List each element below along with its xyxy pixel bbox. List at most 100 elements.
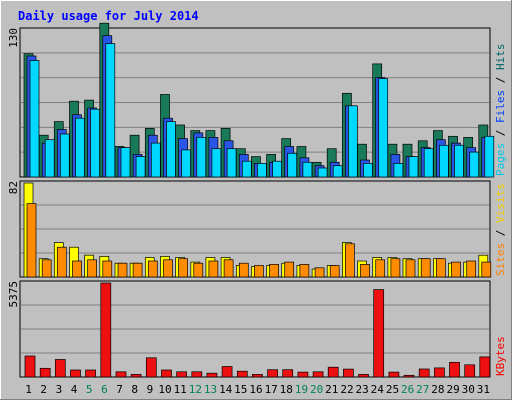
bar-pages-day-25 — [393, 163, 404, 178]
x-tick-label: 1 — [25, 383, 32, 396]
bar-sites-day-18 — [284, 261, 295, 278]
gridlines — [21, 304, 489, 354]
legend-sites-visits: Sites / Visits — [494, 183, 507, 276]
legend-slash-1: / — [494, 123, 507, 143]
bar-pages-day-21 — [332, 165, 343, 178]
x-tick-label: 25 — [386, 383, 399, 396]
bar-kbytes-day-24 — [373, 289, 385, 378]
bar-pages-day-23 — [363, 163, 373, 178]
x-tick-label: 11 — [174, 383, 187, 396]
x-tick-label: 13 — [204, 383, 217, 396]
bar-kbytes-day-16 — [252, 374, 263, 378]
bar-pages-day-26 — [408, 156, 419, 178]
bar-pages-day-8 — [135, 156, 146, 178]
legend-visits: Visits — [494, 183, 507, 223]
bar-kbytes-day-14 — [221, 366, 233, 378]
legend-slash-3: / — [494, 223, 507, 243]
x-axis-labels: 1 2 3 4 5 6 7 8 9 10 11 12 13 14 15 16 17 18 19 20 21 22 23 24 2… — [25, 383, 490, 396]
bar-pages-day-15 — [241, 160, 252, 178]
legend-files: Files — [494, 90, 507, 123]
bar-kbytes-day-3 — [54, 359, 66, 378]
bar-pages-day-24 — [378, 78, 389, 178]
bar-pages-day-14 — [226, 148, 237, 178]
x-tick-label: 15 — [234, 383, 247, 396]
bar-pages-day-12 — [196, 137, 207, 178]
bar-kbytes-day-28 — [434, 367, 445, 378]
x-tick-label: 14 — [219, 383, 233, 396]
bars — [23, 182, 492, 278]
bar-sites-day-19 — [299, 264, 310, 278]
bar-kbytes-day-17 — [267, 369, 278, 378]
panel-hits-files-pages — [19, 22, 495, 178]
x-tick-label: 4 — [71, 383, 78, 396]
x-tick-label: 17 — [265, 383, 278, 396]
bar-kbytes-day-1 — [24, 355, 36, 378]
bar-kbytes-day-22 — [343, 368, 354, 378]
bar-kbytes-day-15 — [236, 370, 248, 378]
bar-pages-day-16 — [257, 163, 267, 178]
bar-pages-day-31 — [484, 135, 495, 178]
bar-pages-day-1 — [29, 60, 40, 178]
bar-kbytes-day-30 — [464, 364, 476, 378]
legend-pages: Pages — [494, 143, 507, 176]
bar-sites-day-15 — [238, 262, 249, 278]
bar-sites-day-4 — [72, 260, 82, 278]
bar-pages-day-19 — [302, 161, 313, 178]
x-tick-label: 9 — [147, 383, 154, 396]
x-tick-label: 27 — [416, 383, 429, 396]
bar-sites-day-28 — [436, 258, 446, 278]
legend-sites: Sites — [494, 243, 507, 276]
bar-sites-day-2 — [41, 259, 52, 278]
bar-kbytes-day-29 — [449, 361, 460, 378]
x-tick-label: 28 — [431, 383, 444, 396]
bar-pages-day-27 — [423, 148, 434, 178]
bar-pages-day-9 — [150, 142, 161, 178]
bar-sites-day-24 — [375, 259, 386, 278]
bar-sites-day-6 — [102, 260, 113, 278]
bar-pages-day-6 — [105, 43, 116, 178]
bar-sites-day-27 — [420, 258, 431, 278]
bar-kbytes-day-31 — [479, 356, 491, 378]
panel-visits-sites — [19, 180, 492, 278]
bar-kbytes-day-21 — [327, 366, 339, 378]
bar-kbytes-day-4 — [70, 369, 81, 378]
x-tick-label: 24 — [371, 383, 385, 396]
bar-sites-day-20 — [314, 267, 325, 278]
bar-kbytes-day-10 — [161, 369, 172, 378]
bar-kbytes-day-8 — [130, 374, 142, 378]
bar-kbytes-day-25 — [388, 371, 400, 378]
chart-title: Daily usage for July 2014 — [18, 9, 199, 23]
x-tick-label: 7 — [116, 383, 123, 396]
bar-kbytes-day-6 — [100, 282, 112, 378]
bar-pages-day-13 — [211, 148, 222, 178]
bar-sites-day-11 — [178, 258, 188, 278]
legend-pages-files-hits: Pages / Files / Hits — [494, 44, 507, 177]
gridlines — [21, 204, 489, 254]
bar-pages-day-20 — [317, 167, 328, 178]
bar-pages-day-2 — [44, 139, 55, 178]
bar-sites-day-16 — [254, 265, 264, 278]
bar-sites-day-26 — [405, 259, 416, 278]
bar-kbytes-day-23 — [358, 374, 369, 378]
bar-pages-day-7 — [120, 147, 131, 178]
x-tick-label: 12 — [189, 383, 202, 396]
bar-kbytes-day-27 — [418, 368, 430, 378]
bar-pages-day-17 — [272, 160, 282, 178]
bar-pages-day-18 — [287, 152, 298, 178]
bar-sites-day-3 — [56, 246, 67, 278]
bar-pages-day-28 — [439, 144, 449, 178]
bar-pages-day-3 — [59, 133, 70, 178]
bar-sites-day-8 — [132, 262, 143, 278]
bar-kbytes-day-11 — [176, 371, 187, 378]
bar-pages-day-10 — [166, 121, 176, 178]
bar-sites-day-23 — [360, 264, 370, 278]
bar-pages-day-22 — [348, 105, 358, 178]
x-tick-label: 2 — [40, 383, 47, 396]
bar-kbytes-day-26 — [403, 374, 415, 378]
bar-sites-day-1 — [26, 203, 37, 278]
x-tick-label: 18 — [280, 383, 293, 396]
y-max-label-hits: 130 — [7, 28, 20, 48]
bar-sites-day-30 — [466, 260, 477, 278]
bar-sites-day-7 — [117, 262, 128, 278]
